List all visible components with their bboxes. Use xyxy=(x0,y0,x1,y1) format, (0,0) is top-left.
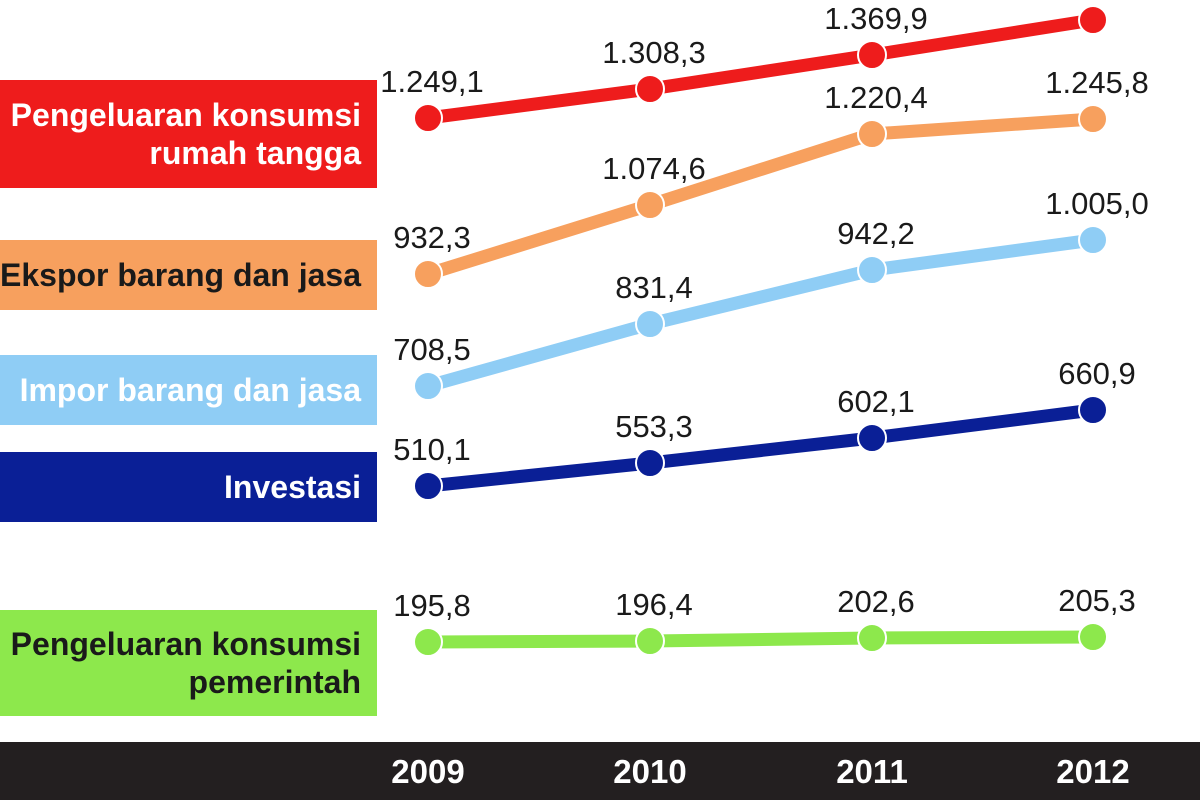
data-label-imports-2009: 708,5 xyxy=(393,332,471,367)
data-point-household-consumption-2011 xyxy=(857,40,887,70)
x-axis: 2009 2010 2011 2012 xyxy=(391,753,1129,790)
data-label-imports-2010: 831,4 xyxy=(615,270,693,305)
legend-item-household-consumption: Pengeluaran konsumsi rumah tangga xyxy=(0,80,377,188)
data-label-household-consumption-2010: 1.308,3 xyxy=(602,35,705,70)
x-tick-label-2012: 2012 xyxy=(1056,753,1129,790)
data-point-exports-2011 xyxy=(857,119,887,149)
data-label-exports-2011: 1.220,4 xyxy=(824,80,927,115)
data-point-government-consumption-2009 xyxy=(413,627,443,657)
data-point-imports-2009 xyxy=(413,371,443,401)
data-point-government-consumption-2010 xyxy=(635,626,665,656)
data-label-imports-2012: 1.005,0 xyxy=(1045,186,1148,221)
legend-item-exports: Ekspor barang dan jasa xyxy=(0,240,377,310)
data-point-household-consumption-2010 xyxy=(635,74,665,104)
data-point-investment-2009 xyxy=(413,471,443,501)
data-label-household-consumption-2009: 1.249,1 xyxy=(380,64,483,99)
data-point-investment-2010 xyxy=(635,448,665,478)
legend-item-investment: Investasi xyxy=(0,452,377,522)
series-line-government-consumption xyxy=(421,630,1100,649)
data-label-investment-2009: 510,1 xyxy=(393,432,471,467)
data-label-exports-2010: 1.074,6 xyxy=(602,151,705,186)
data-point-household-consumption-2009 xyxy=(413,103,443,133)
series-exports: 932,3 1.074,6 1.220,4 1.245,8 xyxy=(393,65,1149,289)
data-label-investment-2011: 602,1 xyxy=(837,384,915,419)
data-label-exports-2012: 1.245,8 xyxy=(1045,65,1148,100)
data-label-government-consumption-2012: 205,3 xyxy=(1058,583,1136,618)
x-tick-label-2009: 2009 xyxy=(391,753,464,790)
series-layer: 1.249,1 1.308,3 1.369,9 932,3 1.074,6 1.220,4… xyxy=(380,1,1149,657)
data-label-government-consumption-2009: 195,8 xyxy=(393,588,471,623)
series-line-imports xyxy=(421,233,1100,393)
series-household-consumption: 1.249,1 1.308,3 1.369,9 xyxy=(380,1,1108,133)
data-point-government-consumption-2011 xyxy=(857,623,887,653)
data-point-exports-2012 xyxy=(1078,104,1108,134)
data-label-exports-2009: 932,3 xyxy=(393,220,471,255)
x-tick-label-2010: 2010 xyxy=(613,753,686,790)
data-point-exports-2009 xyxy=(413,259,443,289)
data-point-imports-2011 xyxy=(857,255,887,285)
data-label-household-consumption-2011: 1.369,9 xyxy=(824,1,927,36)
data-label-investment-2012: 660,9 xyxy=(1058,356,1136,391)
legend-item-government-consumption: Pengeluaran konsumsi pemerintah xyxy=(0,610,377,716)
data-point-household-consumption-2012 xyxy=(1078,5,1108,35)
series-line-investment xyxy=(421,403,1100,493)
data-point-imports-2012 xyxy=(1078,225,1108,255)
series-line-household-consumption xyxy=(421,13,1100,125)
series-government-consumption: 195,8 196,4 202,6 205,3 xyxy=(393,583,1136,657)
data-label-investment-2010: 553,3 xyxy=(615,409,693,444)
data-label-government-consumption-2011: 202,6 xyxy=(837,584,915,619)
data-point-exports-2010 xyxy=(635,190,665,220)
data-point-imports-2010 xyxy=(635,309,665,339)
legend-item-imports: Impor barang dan jasa xyxy=(0,355,377,425)
series-line-exports xyxy=(421,112,1100,281)
data-point-investment-2012 xyxy=(1078,395,1108,425)
series-imports: 708,5 831,4 942,2 1.005,0 xyxy=(393,186,1149,401)
data-point-investment-2011 xyxy=(857,423,887,453)
x-axis-band xyxy=(0,742,1200,800)
series-investment: 510,1 553,3 602,1 660,9 xyxy=(393,356,1136,501)
data-point-government-consumption-2012 xyxy=(1078,622,1108,652)
data-label-government-consumption-2010: 196,4 xyxy=(615,587,693,622)
x-tick-label-2011: 2011 xyxy=(836,753,908,790)
data-label-imports-2011: 942,2 xyxy=(837,216,915,251)
